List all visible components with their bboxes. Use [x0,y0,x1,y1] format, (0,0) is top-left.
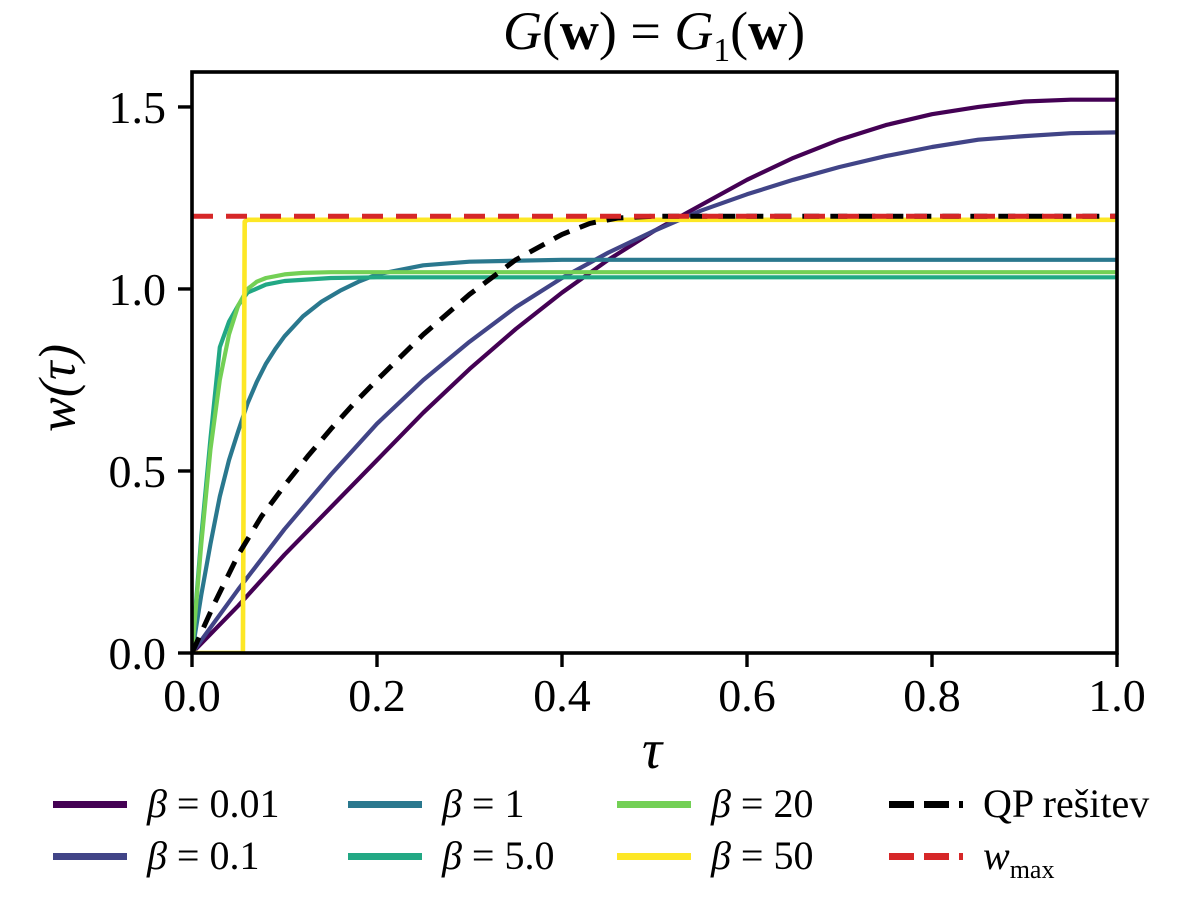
title-w-bold: w [559,1,599,61]
x-tick-label: 0.0 [163,670,221,721]
title-paren: ( [730,1,749,61]
y-tick-label: 1.5 [109,82,167,133]
title-w-bold: w [748,1,788,61]
title-paren: ) [787,1,806,61]
title-subscript-1: 1 [713,31,731,69]
y-tick-label: 0.0 [109,628,167,679]
title-equals: ) = [598,1,675,61]
series-line-beta-5.0 [192,275,1117,653]
x-tick-label: 0.8 [903,670,961,721]
plot-border [190,70,1119,655]
series-line-beta-50 [192,217,1117,653]
series-line-qp-resitev [192,213,1117,653]
ticks-layer: 0.0 0.2 0.4 0.6 0.8 1.0 0.0 0.5 1.0 1.5 [109,82,1146,721]
title-G1: G [674,1,714,61]
x-tick-label: 0.6 [718,670,776,721]
chart-title: G(w) = G1(w) [254,0,1054,67]
y-tick-label: 1.0 [109,264,167,315]
y-tick-label: 0.5 [109,446,167,497]
series-line-beta-0.1 [192,130,1117,653]
x-axis-label: τ [641,719,663,781]
curves-layer [192,97,1117,653]
title-G: G [502,1,542,61]
x-tick-label: 1.0 [1088,670,1146,721]
series-line-beta-1 [192,257,1117,653]
y-axis-label: w(τ) [29,344,87,432]
series-line-beta-0.01 [192,97,1117,653]
series-line-beta-20 [192,270,1117,653]
x-tick-label: 0.4 [533,670,591,721]
title-paren: ( [541,1,560,61]
x-tick-label: 0.2 [348,670,406,721]
